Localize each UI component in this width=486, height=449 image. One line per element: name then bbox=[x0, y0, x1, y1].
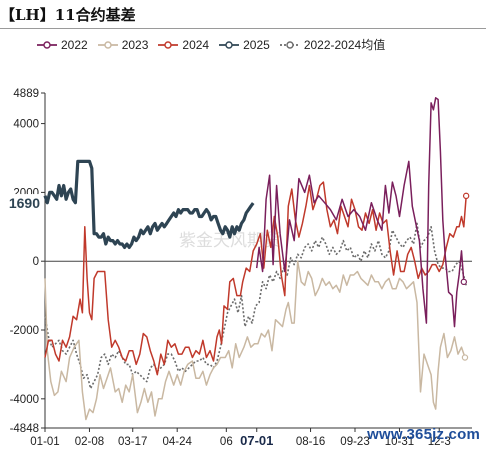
series-end-marker bbox=[461, 354, 469, 361]
site-watermark: www.365jz.com bbox=[367, 426, 480, 443]
current-value-label: 1690 bbox=[9, 195, 40, 211]
legend: 2022 2023 2024 2025 2022-2024均值 bbox=[36, 36, 394, 53]
y-tick-label: 4000 bbox=[13, 119, 39, 131]
x-tick-label: 06 bbox=[220, 436, 233, 448]
x-tick-label: 07-01 bbox=[240, 433, 273, 448]
chart-title: 【LH】11合约基差 bbox=[0, 6, 136, 24]
series-line-20222024 bbox=[44, 222, 467, 390]
series-end-marker bbox=[460, 278, 468, 286]
series-line-2023 bbox=[44, 260, 466, 421]
series-line-2024 bbox=[44, 181, 467, 376]
legend-item[interactable]: 2025 bbox=[218, 38, 270, 52]
legend-swatch-icon bbox=[158, 40, 179, 49]
x-tick-label: 03-17 bbox=[118, 436, 147, 448]
legend-label: 2024 bbox=[182, 37, 210, 52]
series-line-2025 bbox=[43, 159, 255, 249]
legend-swatch-icon bbox=[279, 40, 300, 49]
y-tick-label: -2000 bbox=[10, 325, 39, 337]
x-tick-label: 10-31 bbox=[385, 436, 414, 448]
series-end-marker bbox=[462, 192, 470, 200]
x-tick-label: 12-3 bbox=[428, 436, 451, 448]
legend-label: 2022-2024均值 bbox=[303, 38, 386, 52]
x-tick-label: 01-01 bbox=[30, 436, 59, 448]
legend-swatch-icon bbox=[37, 40, 57, 49]
y-tick-label: 4889 bbox=[13, 88, 39, 100]
current-value-box bbox=[0, 194, 42, 213]
legend-swatch-icon bbox=[97, 40, 118, 49]
legend-label: 2023 bbox=[121, 37, 149, 52]
legend-item[interactable]: 2022-2024均值 bbox=[279, 36, 385, 53]
legend-item[interactable]: 2023 bbox=[97, 37, 149, 52]
y-tick-label: 0 bbox=[33, 256, 39, 268]
x-tick-label: 09-23 bbox=[340, 436, 369, 448]
legend-label: 2022 bbox=[61, 37, 88, 52]
legend-swatch-icon bbox=[219, 40, 240, 49]
legend-item[interactable]: 2022 bbox=[36, 38, 88, 52]
x-tick-label: 02-08 bbox=[75, 436, 104, 448]
legend-label: 2025 bbox=[243, 37, 270, 52]
y-tick-label: -4000 bbox=[10, 394, 39, 406]
legend-item[interactable]: 2024 bbox=[157, 38, 209, 52]
title-divider bbox=[0, 28, 486, 29]
y-tick-label: -4848 bbox=[10, 423, 39, 435]
series-line-2022 bbox=[255, 97, 465, 328]
x-tick-label: 04-24 bbox=[162, 436, 192, 448]
x-tick-label: 08-16 bbox=[296, 436, 325, 448]
